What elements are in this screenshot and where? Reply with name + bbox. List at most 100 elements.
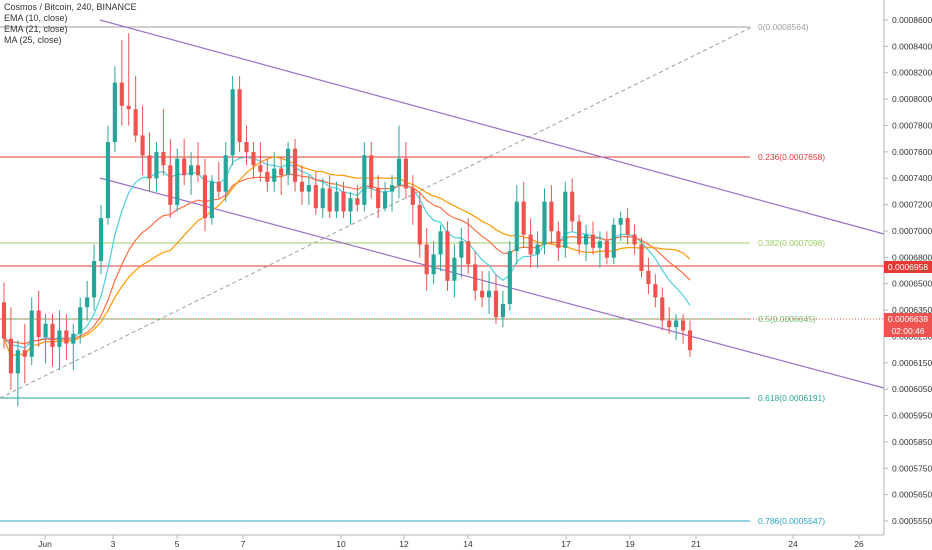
- candle-body: [299, 181, 305, 192]
- candle-body: [549, 201, 554, 232]
- candle-body: [445, 231, 450, 281]
- ema10-line: [3, 156, 691, 349]
- candle-body: [403, 158, 408, 189]
- candle-body: [646, 270, 651, 285]
- legend-ema10: EMA (10, close): [4, 13, 68, 23]
- countdown-badge: 02:00:46: [884, 325, 932, 337]
- x-tick-label: 21: [691, 539, 701, 549]
- y-tick-label: 0.0008200: [892, 68, 932, 78]
- fib-label: 0.786(0.0005547): [758, 516, 825, 526]
- candle-body: [355, 198, 360, 205]
- candle-body: [521, 201, 526, 235]
- candle-body: [417, 204, 422, 245]
- candle-body: [570, 191, 575, 222]
- fib-label: 0(0.0008564): [758, 22, 809, 32]
- y-tick-label: 0.0006050: [892, 384, 932, 394]
- last-price-badge: 0.0006638: [884, 313, 932, 325]
- candle-body: [660, 297, 665, 321]
- y-tick-label: 0.0008600: [892, 15, 932, 25]
- candle-body: [632, 234, 637, 245]
- candle-body: [507, 251, 512, 304]
- candle-body: [424, 244, 429, 275]
- x-tick-label: 19: [625, 539, 635, 549]
- candle-body: [327, 188, 332, 212]
- candle-body: [78, 307, 83, 334]
- candle-body: [230, 89, 235, 156]
- candle-body: [29, 310, 34, 357]
- candle-body: [383, 191, 388, 209]
- candle-body: [279, 168, 284, 176]
- candle-body: [306, 185, 311, 192]
- candle-body: [195, 165, 201, 176]
- fib-label: 0.382(0.0007098): [758, 238, 825, 248]
- candle-body: [258, 165, 263, 172]
- candle-body: [473, 264, 478, 291]
- x-tick-label: Jun: [38, 539, 52, 549]
- candle-body: [50, 323, 55, 347]
- candle-body: [140, 135, 145, 156]
- y-tick-label: 0.0006500: [892, 279, 932, 289]
- candle-body: [452, 257, 457, 281]
- candle-body: [15, 350, 20, 374]
- x-tick-label: 12: [399, 539, 409, 549]
- candle-body: [556, 231, 561, 248]
- candle-body: [466, 241, 471, 265]
- y-tick-label: 0.0008000: [892, 94, 932, 104]
- candle-body: [251, 152, 256, 166]
- candle-body: [1, 302, 7, 339]
- candle-body: [161, 152, 166, 166]
- x-tick-label: 5: [175, 539, 180, 549]
- legend-ma25: MA (25, close): [4, 35, 62, 45]
- candle-body: [542, 201, 547, 245]
- candle-body: [133, 109, 138, 136]
- x-tick-label: 14: [463, 539, 473, 549]
- y-tick-label: 0.0007800: [892, 120, 932, 130]
- candle-body: [8, 338, 14, 374]
- candle-body: [514, 201, 519, 252]
- candle-body: [431, 254, 436, 275]
- y-tick-label: 0.0005950: [892, 411, 932, 421]
- candle-body: [98, 218, 104, 262]
- candle-body: [313, 185, 318, 209]
- fib-trend-line: [0, 26, 753, 399]
- y-tick-label: 0.0006350: [892, 305, 932, 315]
- candle-body: [348, 198, 353, 212]
- moving-averages: [3, 156, 691, 357]
- x-tick-label: 7: [241, 539, 246, 549]
- candle-body: [486, 290, 492, 298]
- candle-body: [362, 155, 367, 205]
- candle-body: [36, 310, 41, 337]
- candle-body: [597, 241, 602, 248]
- candle-body: [57, 330, 62, 347]
- candle-body: [410, 188, 415, 205]
- y-tick-label: 0.0005750: [892, 463, 932, 473]
- candle-body: [639, 244, 644, 271]
- candle-body: [376, 188, 381, 209]
- x-tick-label: 24: [788, 539, 798, 549]
- candle-body: [438, 231, 443, 255]
- candle-body: [577, 221, 582, 245]
- candle-body: [528, 234, 533, 255]
- x-tick-label: 17: [561, 539, 571, 549]
- legend-ema21: EMA (21, close): [4, 24, 68, 34]
- candle-body: [334, 191, 339, 212]
- red-level-badge: 0.0006958: [884, 261, 932, 273]
- candle-body: [272, 168, 277, 182]
- x-tick-label: 3: [111, 539, 116, 549]
- candle-body: [583, 234, 589, 245]
- candle-body: [459, 241, 464, 258]
- candle-body: [618, 218, 623, 225]
- candle-body: [680, 320, 686, 331]
- candle-body: [202, 175, 208, 219]
- legend: Cosmos / Bitcoin, 240, BINANCE EMA (10, …: [4, 2, 137, 46]
- candle-body: [216, 181, 221, 192]
- legend-title: Cosmos / Bitcoin, 240, BINANCE: [4, 2, 137, 12]
- x-tick-label: 10: [336, 539, 346, 549]
- candle-body: [182, 158, 187, 176]
- trend-lines: [0, 19, 885, 399]
- candle-body: [286, 148, 291, 176]
- candle-body: [320, 188, 325, 209]
- candle-body: [154, 152, 159, 179]
- candle-body: [687, 330, 693, 351]
